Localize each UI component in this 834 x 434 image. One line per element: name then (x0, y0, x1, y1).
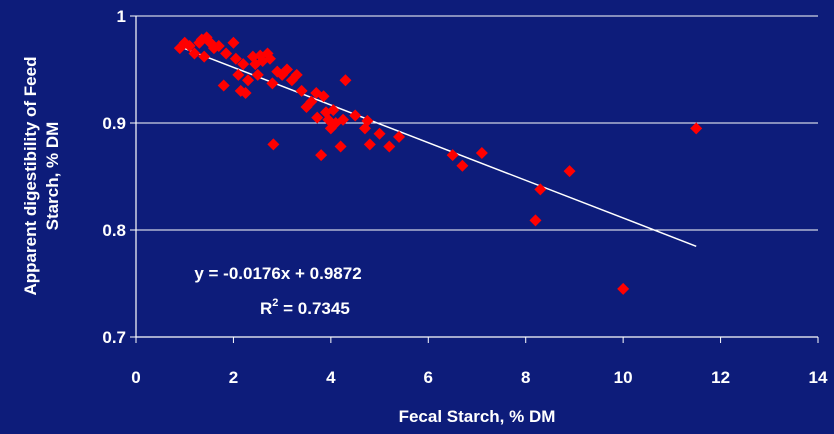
data-point (393, 130, 406, 143)
tick-labels: 0.70.80.910 2 4 6 8 10 12 14 (102, 7, 828, 387)
x-tick-label: 14 (809, 368, 828, 387)
data-point (383, 140, 396, 153)
y-tick-label: 0.8 (102, 221, 126, 240)
data-points (173, 31, 703, 295)
x-tick-label: 2 (229, 368, 238, 387)
trendline (179, 45, 697, 247)
data-point (311, 111, 324, 124)
data-point (317, 90, 330, 103)
data-point (263, 52, 276, 65)
y-tick-label: 0.9 (102, 114, 126, 133)
x-tick-label: 12 (711, 368, 730, 387)
data-point (229, 52, 242, 65)
data-point (327, 104, 340, 117)
x-tick-label: 10 (614, 368, 633, 387)
data-point (456, 159, 469, 172)
data-point (198, 50, 211, 63)
data-point (290, 68, 303, 81)
gridlines (136, 15, 818, 231)
data-point (363, 138, 376, 151)
data-point (349, 109, 362, 122)
data-point (334, 140, 347, 153)
data-point (217, 79, 230, 92)
data-point (281, 63, 294, 76)
data-point (242, 74, 255, 87)
data-point (339, 74, 352, 87)
trendline-layer (179, 45, 697, 247)
data-point (529, 214, 542, 227)
data-point (534, 183, 547, 196)
data-point (361, 114, 374, 127)
data-point (251, 68, 264, 81)
r-squared-prefix: R (260, 299, 272, 318)
data-point (324, 122, 337, 135)
data-point (232, 68, 245, 81)
data-point (358, 122, 371, 135)
data-point (188, 47, 201, 60)
data-point (475, 146, 488, 159)
data-point (227, 36, 240, 49)
y-axis-label: Apparent digestibility of Feed Starch, % … (21, 57, 62, 296)
data-point (220, 47, 233, 60)
data-point (237, 58, 250, 71)
y-axis-label-line-2: Starch, % DM (43, 122, 62, 231)
r-squared-label: R2 = 0.7345 (260, 297, 350, 318)
r-squared-superscript: 2 (272, 297, 278, 309)
data-point (617, 282, 630, 295)
x-tick-label: 6 (424, 368, 433, 387)
y-tick-label: 0.7 (102, 328, 126, 347)
y-tick-label: 1 (117, 7, 126, 26)
data-point (563, 165, 576, 178)
x-axis-label: Fecal Starch, % DM (399, 407, 556, 426)
data-point (690, 122, 703, 135)
data-point (373, 127, 386, 140)
data-point (295, 84, 308, 97)
data-point (267, 138, 280, 151)
data-point (315, 149, 328, 162)
data-point (239, 87, 252, 100)
data-point (337, 113, 350, 126)
data-point (183, 39, 196, 52)
y-axis-label-line-1: Apparent digestibility of Feed (21, 57, 40, 296)
x-tick-label: 8 (521, 368, 530, 387)
data-point (212, 39, 225, 52)
data-point (266, 77, 279, 90)
x-tick-label: 0 (131, 368, 140, 387)
data-point (446, 149, 459, 162)
r-squared-value: = 0.7345 (278, 299, 349, 318)
x-tick-label: 4 (326, 368, 336, 387)
trendline-equation: y = -0.0176x + 0.9872 (194, 264, 361, 283)
axes (130, 15, 819, 343)
data-point (305, 95, 318, 108)
